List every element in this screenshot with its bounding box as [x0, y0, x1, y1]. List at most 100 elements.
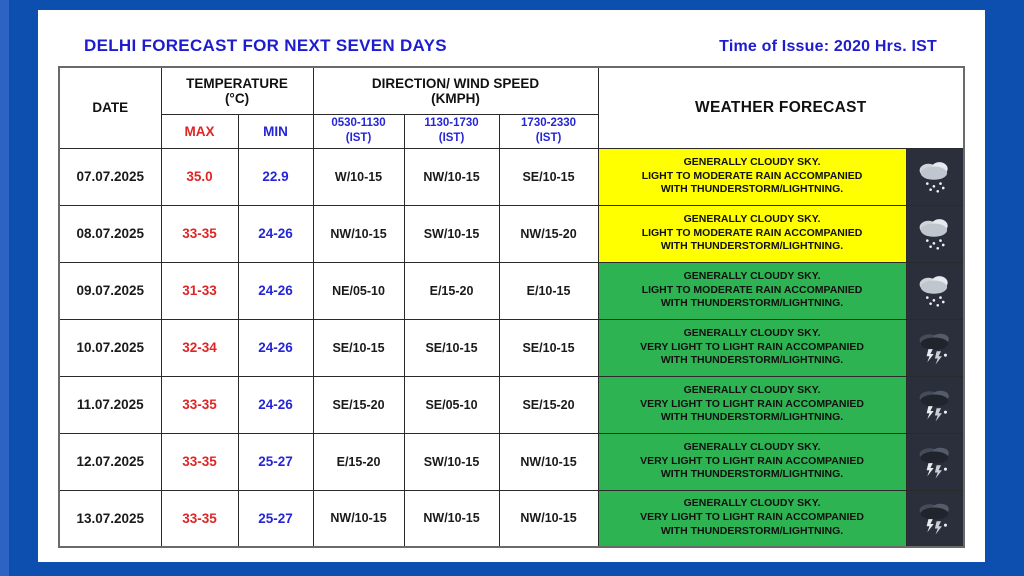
- header-temperature: TEMPERATURE (°C): [160, 66, 314, 115]
- forecast-line: WITH THUNDERSTORM/LIGHTNING.: [660, 297, 844, 310]
- table-row: 09.07.2025 31-33 24-26 NE/05-10 E/15-20 …: [58, 261, 965, 320]
- weather-icon-cell: [905, 204, 965, 263]
- rain-cloud-icon: [907, 149, 963, 204]
- header-max: MAX: [160, 113, 239, 149]
- header-min: MIN: [237, 113, 314, 149]
- forecast-line: VERY LIGHT TO LIGHT RAIN ACCOMPANIED: [640, 397, 864, 410]
- date-cell: 10.07.2025: [58, 318, 162, 377]
- wind-morning-cell: NW/10-15: [312, 204, 405, 263]
- wind-morning-cell: SE/10-15: [312, 318, 405, 377]
- rain-cloud-icon: [907, 206, 963, 261]
- slot1-range: 0530-1130: [331, 117, 386, 130]
- header-temperature-label: TEMPERATURE: [186, 75, 288, 91]
- title-bar: DELHI FORECAST FOR NEXT SEVEN DAYS Time …: [38, 10, 985, 66]
- forecast-line: VERY LIGHT TO LIGHT RAIN ACCOMPANIED: [640, 340, 864, 353]
- header-slot-morning: 0530-1130 (IST): [312, 113, 405, 149]
- forecast-cell: GENERALLY CLOUDY SKY. VERY LIGHT TO LIGH…: [597, 318, 907, 377]
- table-row: 11.07.2025 33-35 24-26 SE/15-20 SE/05-10…: [58, 375, 965, 434]
- forecast-line: GENERALLY CLOUDY SKY.: [683, 497, 821, 510]
- date-cell: 11.07.2025: [58, 375, 162, 434]
- forecast-line: GENERALLY CLOUDY SKY.: [683, 155, 821, 168]
- forecast-line: VERY LIGHT TO LIGHT RAIN ACCOMPANIED: [640, 454, 864, 467]
- forecast-line: GENERALLY CLOUDY SKY.: [683, 440, 821, 453]
- max-temp-cell: 33-35: [160, 204, 239, 263]
- rain-cloud-icon: [907, 263, 963, 318]
- forecast-line: GENERALLY CLOUDY SKY.: [683, 326, 821, 339]
- slot3-unit: (IST): [535, 132, 562, 144]
- forecast-line: LIGHT TO MODERATE RAIN ACCOMPANIED: [641, 169, 863, 182]
- wind-morning-cell: NE/05-10: [312, 261, 405, 320]
- slot2-range: 1130-1730: [424, 117, 479, 130]
- wind-afternoon-cell: E/15-20: [403, 261, 500, 320]
- wind-evening-cell: NW/10-15: [498, 432, 599, 491]
- weather-icon-cell: [905, 489, 965, 548]
- forecast-line: WITH THUNDERSTORM/LIGHTNING.: [660, 183, 844, 196]
- forecast-cell: GENERALLY CLOUDY SKY. LIGHT TO MODERATE …: [597, 147, 907, 206]
- date-cell: 09.07.2025: [58, 261, 162, 320]
- forecast-cell: GENERALLY CLOUDY SKY. VERY LIGHT TO LIGH…: [597, 375, 907, 434]
- min-temp-cell: 25-27: [237, 432, 314, 491]
- forecast-cell: GENERALLY CLOUDY SKY. VERY LIGHT TO LIGH…: [597, 489, 907, 548]
- wind-afternoon-cell: SE/10-15: [403, 318, 500, 377]
- wind-evening-cell: NW/15-20: [498, 204, 599, 263]
- header-wind: DIRECTION/ WIND SPEED (KMPH): [312, 66, 599, 115]
- header-temperature-unit: (°C): [224, 90, 250, 106]
- thunderstorm-cloud-icon: [907, 320, 963, 375]
- forecast-line: LIGHT TO MODERATE RAIN ACCOMPANIED: [641, 283, 863, 296]
- max-temp-cell: 35.0: [160, 147, 239, 206]
- content-panel: DELHI FORECAST FOR NEXT SEVEN DAYS Time …: [38, 10, 985, 562]
- wind-morning-cell: E/15-20: [312, 432, 405, 491]
- wind-morning-cell: SE/15-20: [312, 375, 405, 434]
- wind-evening-cell: E/10-15: [498, 261, 599, 320]
- table-row: 10.07.2025 32-34 24-26 SE/10-15 SE/10-15…: [58, 318, 965, 377]
- table-row: 13.07.2025 33-35 25-27 NW/10-15 NW/10-15…: [58, 489, 965, 548]
- forecast-line: LIGHT TO MODERATE RAIN ACCOMPANIED: [641, 226, 863, 239]
- forecast-table: DATE TEMPERATURE (°C) DIRECTION/ WIND SP…: [58, 66, 966, 548]
- max-temp-cell: 33-35: [160, 489, 239, 548]
- table-row: 08.07.2025 33-35 24-26 NW/10-15 SW/10-15…: [58, 204, 965, 263]
- weather-icon-cell: [905, 147, 965, 206]
- slot1-unit: (IST): [345, 132, 372, 144]
- weather-icon-cell: [905, 432, 965, 491]
- left-accent-strip: [0, 0, 9, 576]
- max-temp-cell: 31-33: [160, 261, 239, 320]
- wind-evening-cell: SE/10-15: [498, 147, 599, 206]
- forecast-line: VERY LIGHT TO LIGHT RAIN ACCOMPANIED: [640, 511, 864, 524]
- header-date: DATE: [58, 66, 162, 149]
- time-of-issue: Time of Issue: 2020 Hrs. IST: [719, 38, 937, 55]
- slot3-range: 1730-2330: [521, 117, 577, 130]
- header-slot-afternoon: 1130-1730 (IST): [403, 113, 500, 149]
- wind-afternoon-cell: NW/10-15: [403, 147, 500, 206]
- min-temp-cell: 24-26: [237, 318, 314, 377]
- max-temp-cell: 33-35: [160, 432, 239, 491]
- weather-icon-cell: [905, 375, 965, 434]
- weather-icon-cell: [905, 318, 965, 377]
- wind-evening-cell: SE/15-20: [498, 375, 599, 434]
- forecast-line: GENERALLY CLOUDY SKY.: [683, 212, 821, 225]
- forecast-line: WITH THUNDERSTORM/LIGHTNING.: [660, 354, 844, 367]
- min-temp-cell: 24-26: [237, 375, 314, 434]
- forecast-line: WITH THUNDERSTORM/LIGHTNING.: [660, 240, 844, 253]
- header-slot-evening: 1730-2330 (IST): [498, 113, 599, 149]
- forecast-cell: GENERALLY CLOUDY SKY. VERY LIGHT TO LIGH…: [597, 432, 907, 491]
- wind-afternoon-cell: NW/10-15: [403, 489, 500, 548]
- page-title: DELHI FORECAST FOR NEXT SEVEN DAYS: [84, 36, 447, 55]
- date-cell: 08.07.2025: [58, 204, 162, 263]
- min-temp-cell: 24-26: [237, 261, 314, 320]
- wind-afternoon-cell: SE/05-10: [403, 375, 500, 434]
- thunderstorm-cloud-icon: [907, 434, 963, 489]
- forecast-line: WITH THUNDERSTORM/LIGHTNING.: [660, 411, 844, 424]
- wind-morning-cell: NW/10-15: [312, 489, 405, 548]
- wind-afternoon-cell: SW/10-15: [403, 432, 500, 491]
- wind-evening-cell: NW/10-15: [498, 489, 599, 548]
- weather-icon-cell: [905, 261, 965, 320]
- table-row: 12.07.2025 33-35 25-27 E/15-20 SW/10-15 …: [58, 432, 965, 491]
- thunderstorm-cloud-icon: [907, 377, 963, 432]
- forecast-line: WITH THUNDERSTORM/LIGHTNING.: [660, 468, 844, 481]
- forecast-cell: GENERALLY CLOUDY SKY. LIGHT TO MODERATE …: [597, 204, 907, 263]
- min-temp-cell: 25-27: [237, 489, 314, 548]
- slot2-unit: (IST): [438, 132, 465, 144]
- min-temp-cell: 24-26: [237, 204, 314, 263]
- date-cell: 13.07.2025: [58, 489, 162, 548]
- wind-evening-cell: SE/10-15: [498, 318, 599, 377]
